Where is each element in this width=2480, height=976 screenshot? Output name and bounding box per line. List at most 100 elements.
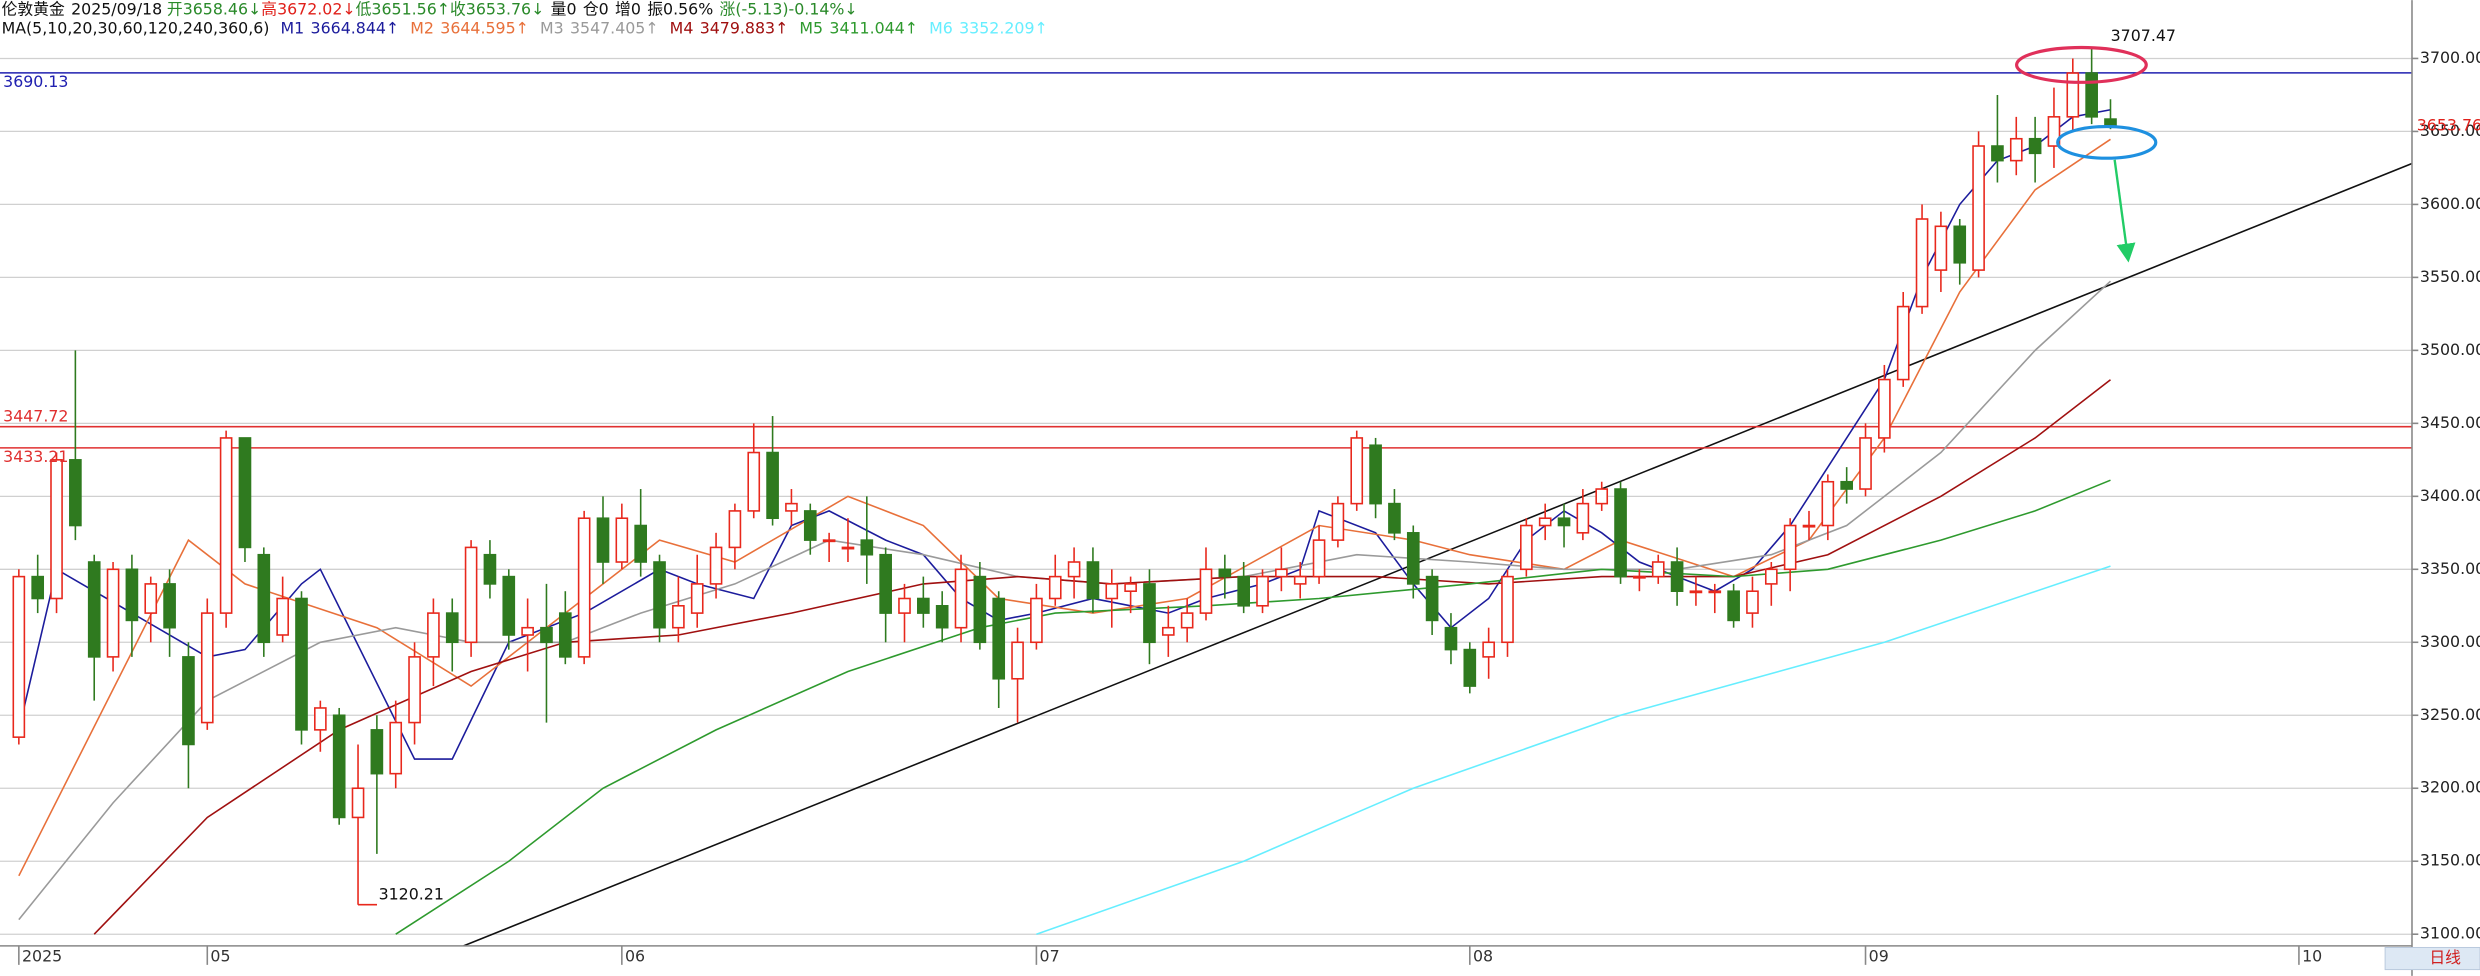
header-item: 量0: [551, 0, 577, 18]
candle-body: [1689, 590, 1703, 594]
legend-value: 3644.595↑: [440, 18, 529, 37]
legend-name: M2: [410, 18, 434, 37]
candle-body: [709, 546, 723, 585]
candle-body: [954, 568, 968, 629]
header-item: 振0.56%: [647, 0, 713, 18]
candle-body: [2009, 137, 2023, 162]
candle-body: [1180, 612, 1194, 629]
candle-body: [200, 612, 214, 724]
legend-value: 3479.883↑: [700, 18, 789, 37]
candle-body: [1086, 561, 1100, 600]
legend-name: M1: [281, 18, 305, 37]
candle-body: [1708, 590, 1722, 594]
candle-body: [935, 605, 949, 629]
candle-body: [12, 575, 26, 738]
candle-body: [1576, 502, 1590, 534]
y-tick-label: 3400.00: [2420, 486, 2480, 505]
candle-body: [841, 546, 855, 550]
candle-body: [389, 721, 403, 775]
candle-body: [1991, 145, 2004, 162]
arrow: [2113, 159, 2136, 263]
highlight-ellipse-blue: [2056, 125, 2158, 160]
candle-body: [785, 502, 798, 512]
x-tick-label: 06: [625, 946, 645, 965]
level-label: 3447.72: [3, 407, 68, 426]
level-label: 3433.21: [3, 447, 68, 466]
candle-body: [125, 568, 139, 622]
candle-body: [822, 539, 836, 543]
candle-body: [106, 568, 120, 658]
legend-title: MA(5,10,20,30,60,120,240,360,6): [2, 18, 270, 37]
candle-body: [1896, 305, 1910, 381]
plot-area: [0, 47, 2412, 946]
candle-body: [860, 539, 874, 556]
candle-body: [521, 626, 534, 636]
header-item: 收3653.76↓: [450, 0, 544, 18]
candle-body: [1482, 641, 1495, 658]
header-item: 涨(-5.13)-0.14%↓: [720, 0, 858, 18]
candle-body: [766, 451, 779, 520]
candle-body: [1953, 225, 1967, 264]
candle-body: [1783, 524, 1797, 571]
candle-body: [2085, 72, 2098, 118]
y-tick-label: 3300.00: [2420, 632, 2480, 651]
y-tick-label: 3250.00: [2420, 705, 2480, 724]
candle-body: [728, 510, 742, 549]
candle-body: [163, 583, 176, 629]
legend-value: 3664.844↑: [311, 18, 400, 37]
high-label: 3707.47: [2111, 26, 2176, 45]
candle-body: [596, 517, 610, 563]
y-tick-label: 3500.00: [2420, 340, 2480, 359]
candle-body: [1915, 218, 1929, 308]
candle-body: [50, 459, 63, 600]
level-label: 3690.13: [3, 72, 68, 91]
axes: 3100.00 3150.00 3200.00 3250.00 3300.00 3350.…: [18, 48, 2480, 965]
y-tick-label: 3200.00: [2420, 778, 2480, 797]
candle-body: [1425, 575, 1439, 622]
x-tick-label: 09: [1869, 946, 1889, 965]
candle-body: [314, 707, 327, 731]
candle-body: [1199, 568, 1213, 614]
header-line: 伦敦黄金 2025/09/18 开3658.46↓高3672.02↓低3651.56…: [2, 0, 858, 18]
candle-body: [1821, 480, 1835, 527]
candle-body: [1124, 583, 1137, 592]
candle-body: [1802, 524, 1816, 528]
candle-body: [238, 437, 252, 549]
candle-body: [1840, 480, 1854, 490]
candle-body: [295, 597, 308, 731]
y-tick-label: 3150.00: [2420, 851, 2480, 870]
candle-body: [653, 561, 666, 629]
candle-body: [1048, 575, 1062, 600]
y-tick-label: 3700.00: [2420, 48, 2480, 67]
ma-line: [1036, 565, 2111, 935]
candle-body: [1369, 444, 1382, 505]
period-label[interactable]: 日线: [2429, 948, 2461, 967]
candle-body: [1350, 437, 1364, 505]
candle-body: [464, 546, 478, 644]
legend-value: 3547.405↑: [570, 18, 659, 37]
candle-body: [445, 612, 459, 644]
candle-body: [1293, 575, 1307, 585]
candle-body: [1388, 502, 1401, 534]
candle-body: [1406, 532, 1420, 585]
period-tab[interactable]: [2384, 946, 2480, 971]
candle-body: [276, 597, 289, 636]
legend-name: M4: [670, 18, 694, 37]
low-label: 3120.21: [379, 885, 444, 904]
candle-body: [1275, 568, 1288, 578]
y-tick-label: 3350.00: [2420, 559, 2480, 578]
highlight-ellipse-red: [2015, 45, 2148, 84]
instrument-name: 伦敦黄金: [2, 0, 65, 18]
candle-body: [1218, 568, 1232, 578]
candle-body: [634, 524, 648, 563]
candle-body: [1312, 539, 1326, 578]
candle-body: [1501, 575, 1514, 644]
legend-value: 3411.044↑: [829, 18, 918, 37]
candle-body: [2047, 116, 2061, 147]
candle-body: [1067, 561, 1081, 578]
candle-body: [672, 605, 685, 629]
candle-body: [1143, 583, 1156, 644]
